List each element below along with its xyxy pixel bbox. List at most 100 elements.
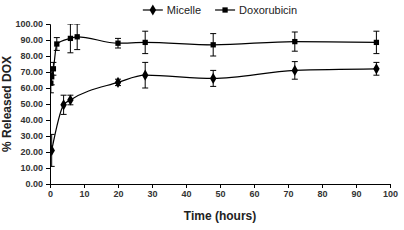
error-bar-cap <box>54 37 60 38</box>
error-bar <box>210 34 216 56</box>
x-tick-mark <box>390 184 391 188</box>
marker <box>142 70 148 81</box>
error-bar-cap <box>61 114 67 115</box>
error-bar-cap <box>142 62 148 63</box>
error-bar-cap <box>373 75 379 76</box>
x-tick-label: 30 <box>147 189 157 199</box>
error-bar-cap <box>373 62 379 63</box>
y-tick-label: 10.00 <box>20 163 43 173</box>
y-tick-mark <box>46 152 50 153</box>
marker <box>373 63 379 74</box>
x-tick-mark <box>288 184 289 188</box>
error-bar <box>210 70 216 86</box>
x-tick-label: 20 <box>113 189 123 199</box>
error-bar-cap <box>67 52 73 53</box>
x-tick: 40 <box>181 184 191 199</box>
error-bar-cap <box>292 51 298 52</box>
error-bar-cap <box>67 24 73 25</box>
marker <box>210 73 216 84</box>
marker <box>67 94 73 105</box>
y-tick-label: 30.00 <box>20 131 43 141</box>
error-bar-cap <box>74 49 80 50</box>
error-bar <box>50 74 54 93</box>
y-tick-label: 70.00 <box>20 67 43 77</box>
marker <box>50 145 55 156</box>
error-bar <box>292 62 298 80</box>
legend: Micelle Doxorubicin <box>143 4 297 16</box>
y-tick-label: 20.00 <box>20 147 43 157</box>
x-tick: 20 <box>113 184 123 199</box>
y-tick-mark <box>46 104 50 105</box>
error-bar <box>61 95 67 114</box>
error-bar <box>115 38 121 48</box>
error-bar-cap <box>50 134 55 135</box>
series <box>50 24 379 93</box>
marker <box>211 42 216 47</box>
y-tick: 10.00 <box>20 163 50 173</box>
x-tick-mark <box>152 184 153 188</box>
y-tick-mark <box>46 120 50 121</box>
marker <box>115 77 121 88</box>
legend-marker <box>222 7 227 12</box>
y-axis-title: % Released DOX <box>0 56 14 152</box>
error-bar-cap <box>115 48 121 49</box>
error-bar-cap <box>142 31 148 32</box>
x-tick: 70 <box>283 184 293 199</box>
y-tick: 60.00 <box>20 83 50 93</box>
error-bar-cap <box>50 62 56 63</box>
plot-area <box>50 24 380 166</box>
y-tick-mark <box>46 184 50 185</box>
x-tick-label: 70 <box>283 189 293 199</box>
legend-item: Micelle <box>143 4 201 16</box>
marker <box>143 40 148 45</box>
marker <box>60 99 66 110</box>
x-tick-label: 90 <box>351 189 361 199</box>
error-bar-cap <box>210 86 216 87</box>
marker <box>374 40 379 45</box>
x-tick-label: 80 <box>317 189 327 199</box>
y-tick-mark <box>46 40 50 41</box>
x-tick-mark <box>84 184 85 188</box>
x-tick: 80 <box>317 184 327 199</box>
y-tick: 0.00 <box>25 179 50 189</box>
error-bar-cap <box>74 24 80 25</box>
legend-label: Doxorubicin <box>239 4 297 16</box>
y-axis-line <box>46 25 51 185</box>
x-tick-label: 100 <box>383 189 398 199</box>
y-tick: 40.00 <box>20 115 50 125</box>
y-tick-label: 90.00 <box>20 35 43 45</box>
y-tick: 90.00 <box>20 35 50 45</box>
y-tick: 20.00 <box>20 147 50 157</box>
x-tick-label: 60 <box>249 189 259 199</box>
x-tick: 90 <box>351 184 361 199</box>
x-tick: 50 <box>215 184 225 199</box>
x-axis-title: Time (hours) <box>184 209 256 223</box>
error-bar-cap <box>142 53 148 54</box>
y-tick-mark <box>46 72 50 73</box>
y-tick: 70.00 <box>20 67 50 77</box>
y-tick: 50.00 <box>20 99 50 109</box>
error-bar <box>67 95 73 105</box>
series-line <box>51 37 377 83</box>
x-axis: 0102030405060708090100 <box>48 184 398 199</box>
marker <box>75 34 80 39</box>
error-bar <box>50 62 56 75</box>
marker <box>51 66 56 71</box>
error-bar-cap <box>115 38 121 39</box>
x-tick-mark <box>356 184 357 188</box>
marker <box>292 65 298 76</box>
y-tick-label: 100.00 <box>15 19 43 29</box>
error-bar-cap <box>210 33 216 34</box>
x-tick-mark <box>186 184 187 188</box>
error-bar-cap <box>210 56 216 57</box>
error-bar-cap <box>373 53 379 54</box>
error-bar <box>142 62 148 88</box>
x-axis-line <box>51 185 391 189</box>
y-tick-label: 50.00 <box>20 99 43 109</box>
y-tick-mark <box>46 24 50 25</box>
error-bar <box>54 38 60 51</box>
y-tick: 80.00 <box>20 51 50 61</box>
y-tick-mark <box>46 168 50 169</box>
y-tick-mark <box>46 136 50 137</box>
error-bar <box>292 32 298 51</box>
